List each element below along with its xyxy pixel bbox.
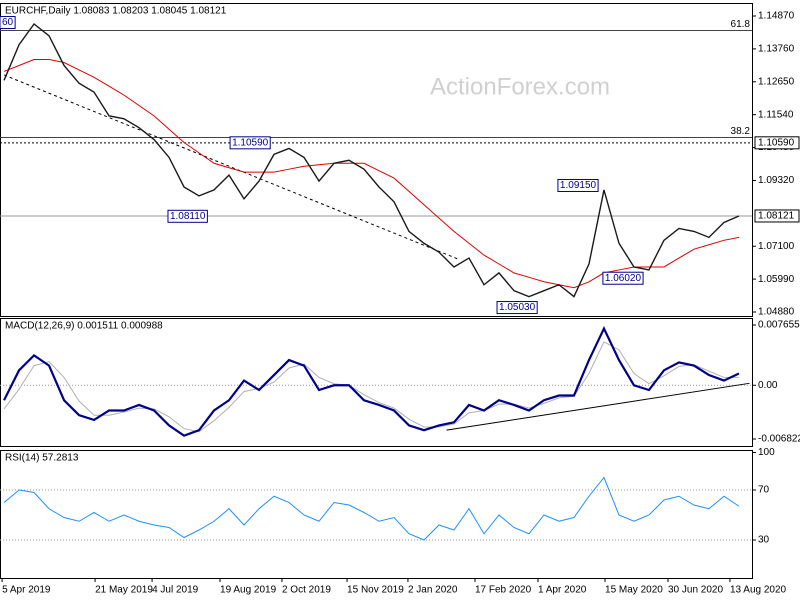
- x-tick-label: 21 May 2019: [95, 585, 153, 596]
- x-tick-label: 13 Aug 2020: [730, 585, 787, 596]
- y-tick-label: 1.13760: [758, 44, 795, 55]
- y-tick-label: 1.05990: [758, 274, 795, 285]
- y-tick-label: 1.07100: [758, 241, 795, 252]
- annotation-label: 1.09150: [560, 180, 597, 191]
- series-line: [3, 326, 740, 437]
- annotation-box: [0, 16, 16, 30]
- fib-label: 38.2: [731, 126, 751, 137]
- y-tick-label: -0.006822: [758, 434, 800, 445]
- x-tick-label: 4 Jul 2019: [152, 585, 199, 596]
- y-tick-label: 1.11540: [758, 109, 794, 120]
- trendline: [446, 382, 750, 431]
- panel-frame: [0, 450, 753, 579]
- annotation-label: 60: [2, 17, 14, 28]
- price-tag-box: [754, 136, 800, 150]
- price-tag: 1.10590: [758, 137, 795, 148]
- panel-title: RSI(14) 57.2813: [5, 453, 79, 464]
- annotation-label: 1.05030: [499, 302, 536, 313]
- y-tick-label: 0.00: [758, 380, 778, 391]
- series-line: [3, 341, 739, 433]
- y-tick-label: 1.09320: [758, 175, 795, 186]
- series-line: [3, 23, 740, 298]
- annotation-label: 1.06020: [605, 273, 642, 284]
- annotation-label: 1.10590: [232, 137, 269, 148]
- panel-frame: [0, 3, 753, 317]
- y-tick-label: 100: [758, 447, 775, 458]
- annotation-box: [229, 136, 271, 150]
- x-tick-label: 5 Apr 2019: [2, 585, 51, 596]
- annotation-box: [602, 271, 644, 285]
- panel-title: EURCHF,Daily 1.08083 1.08203 1.08045 1.0…: [5, 6, 227, 17]
- annotation-box: [496, 301, 538, 315]
- x-tick-label: 15 Nov 2019: [347, 585, 404, 596]
- watermark: ActionForex.com: [430, 73, 610, 100]
- annotation-box: [167, 209, 208, 223]
- panel-title: MACD(12,26,9) 0.001511 0.000988: [5, 321, 163, 332]
- x-tick-label: 15 May 2020: [605, 585, 663, 596]
- trendline: [3, 74, 461, 261]
- x-tick-label: 19 Aug 2019: [220, 585, 277, 596]
- annotation-box: [557, 178, 599, 192]
- y-tick-label: 1.14870: [758, 11, 795, 22]
- y-tick-label: 0.007655: [758, 320, 800, 331]
- x-tick-label: 30 Jun 2020: [668, 585, 723, 596]
- y-tick-label: 70: [758, 485, 770, 496]
- fib-label: 61.8: [731, 19, 751, 30]
- x-tick-label: 17 Feb 2020: [475, 585, 532, 596]
- y-tick-label: 1.12650: [758, 76, 795, 87]
- y-tick-label: 30: [758, 535, 770, 546]
- x-tick-label: 2 Oct 2019: [282, 585, 331, 596]
- price-tag: 1.08121: [758, 211, 795, 222]
- x-tick-label: 1 Apr 2020: [538, 585, 587, 596]
- panel-frame: [0, 318, 753, 447]
- series-line: [3, 476, 740, 541]
- y-tick-label: 1.04880: [758, 307, 795, 318]
- annotation-label: 1.08110: [170, 211, 206, 222]
- x-tick-label: 2 Jan 2020: [408, 585, 458, 596]
- price-tag-box: [754, 209, 800, 223]
- series-line: [3, 59, 740, 289]
